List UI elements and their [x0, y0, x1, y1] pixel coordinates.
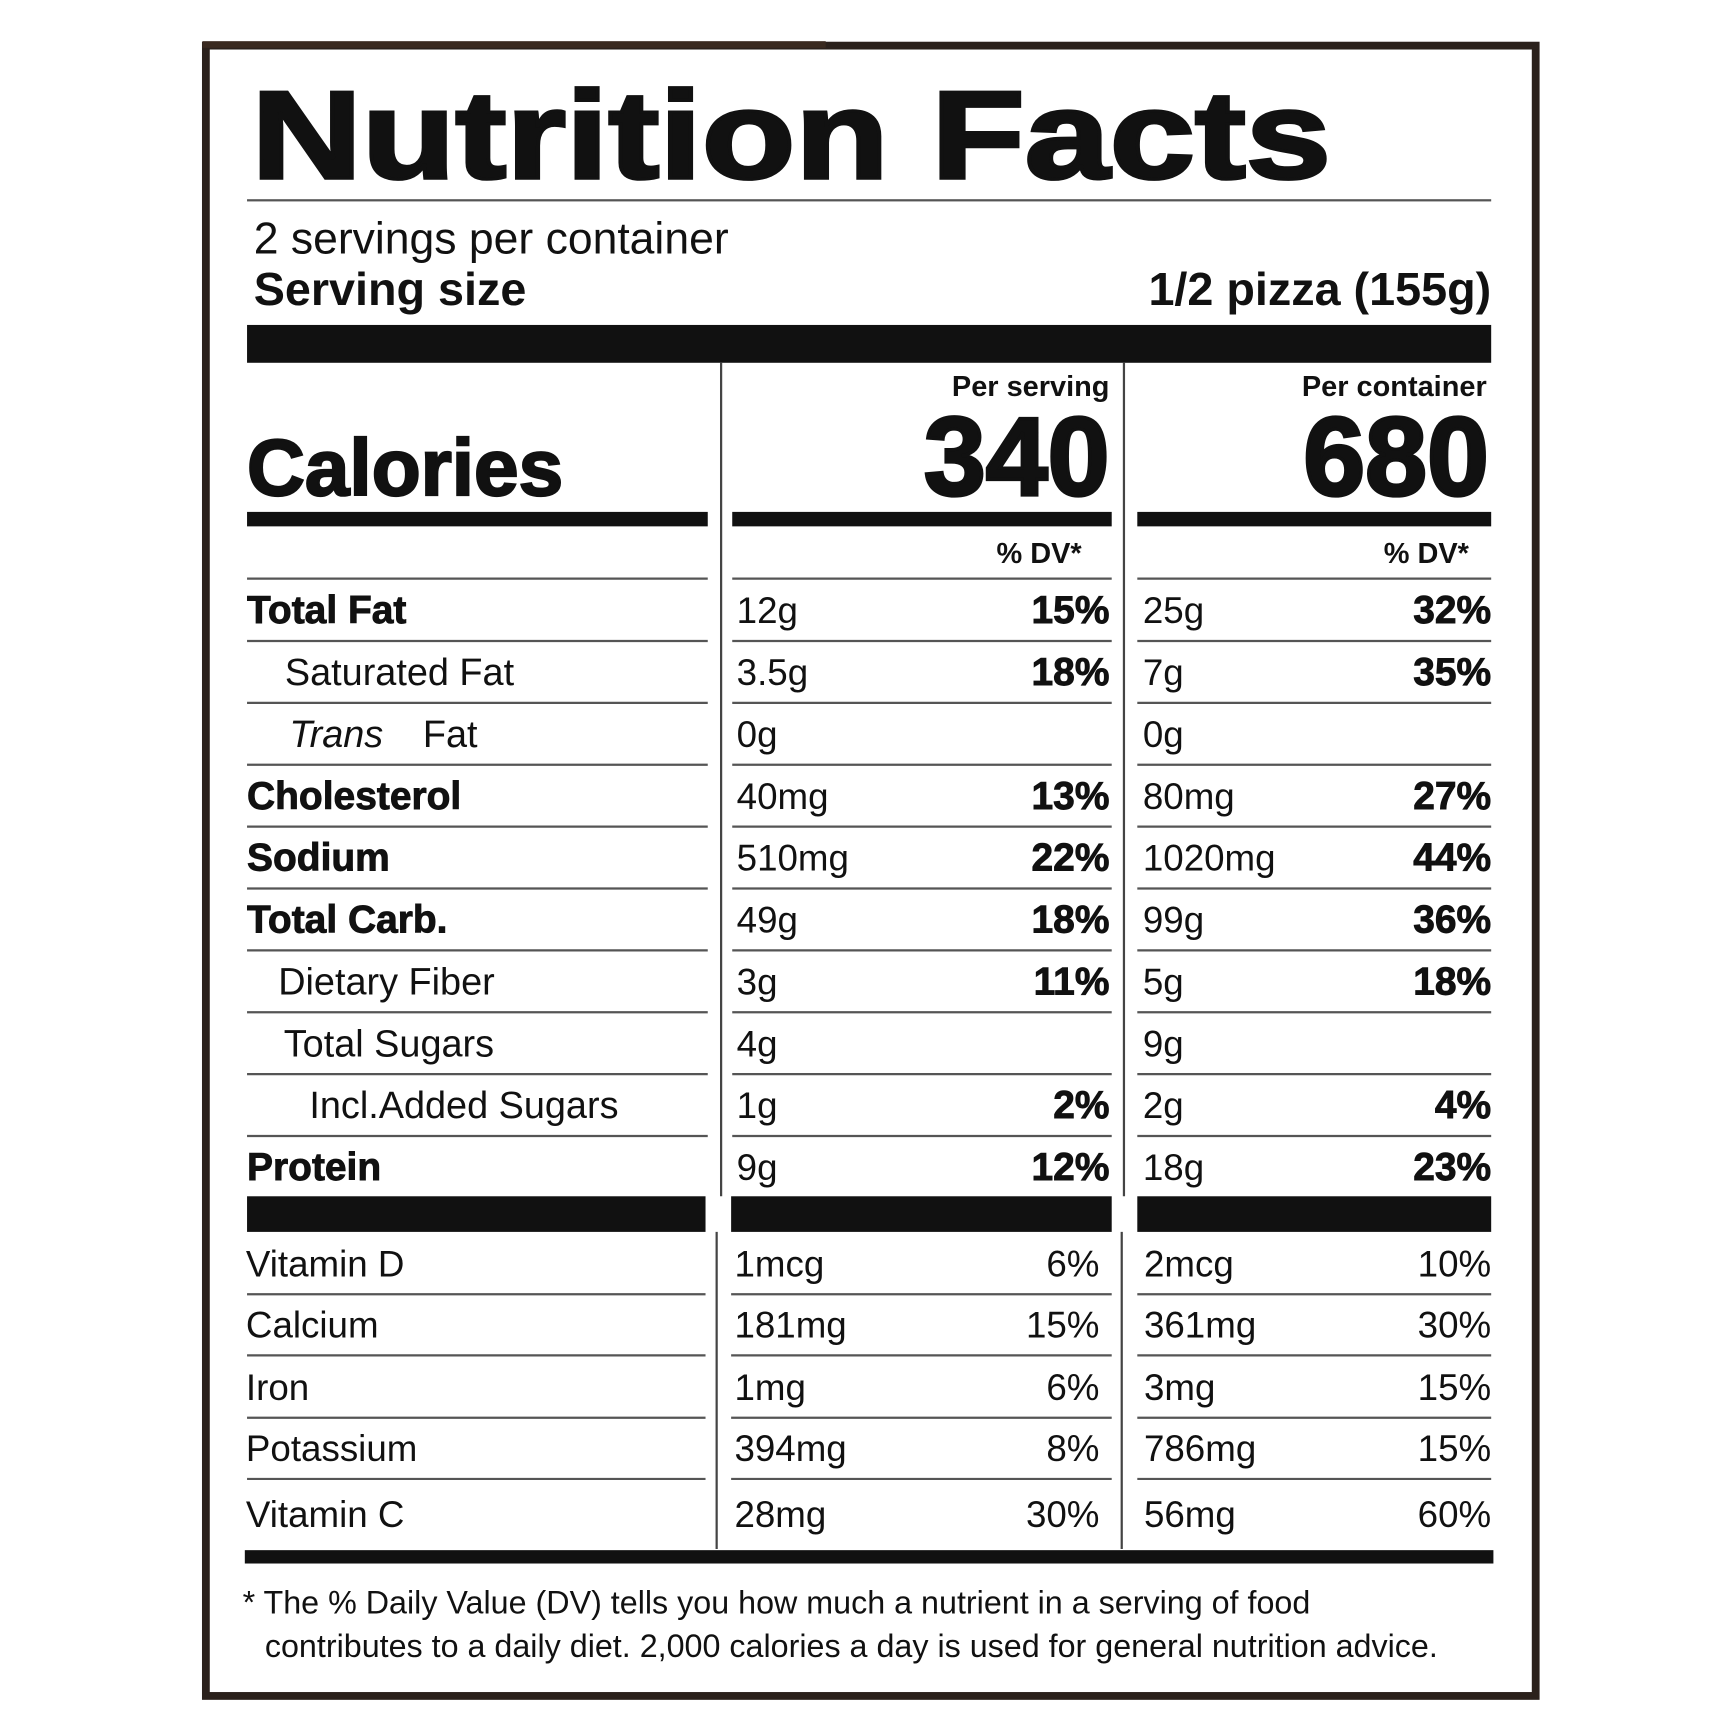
calories-value: 340: [924, 394, 1110, 519]
nutrient-name: Total Sugars: [284, 1023, 494, 1065]
nutrient-name: Cholesterol: [247, 775, 461, 818]
dv-header: % DV*: [996, 538, 1082, 570]
daily-value: 22%: [1032, 837, 1110, 880]
serving-size-label: Serving size: [254, 263, 527, 315]
amount: 1020mg: [1143, 838, 1276, 879]
daily-value: 4%: [1435, 1084, 1491, 1127]
amount: 0g: [1143, 714, 1184, 755]
daily-value: 18%: [1032, 899, 1110, 942]
daily-value: 6%: [1046, 1367, 1099, 1408]
amount: 56mg: [1144, 1494, 1236, 1535]
nutrient-name: Incl.Added Sugars: [309, 1085, 618, 1127]
nutrient-name: Dietary Fiber: [278, 961, 495, 1003]
amount: 0g: [737, 714, 778, 755]
daily-value: 15%: [1032, 589, 1110, 632]
thick-bar: [731, 1196, 1112, 1232]
bar: [247, 511, 708, 527]
nutrient-name: Total Carb.: [247, 899, 447, 942]
amount: 181mg: [734, 1305, 846, 1346]
amount: 510mg: [737, 838, 849, 879]
top-edge: [202, 41, 826, 48]
servings: 2 servings per container: [254, 215, 729, 264]
amount: 5g: [1143, 961, 1184, 1002]
amount: 1mcg: [734, 1243, 824, 1284]
amount: 361mg: [1144, 1305, 1256, 1346]
daily-value: 8%: [1046, 1428, 1099, 1469]
amount: 3mg: [1144, 1367, 1215, 1408]
amount: 99g: [1143, 900, 1204, 941]
daily-value: 32%: [1413, 589, 1491, 632]
daily-value: 10%: [1418, 1243, 1491, 1284]
calories-label: Calories: [247, 422, 563, 512]
amount: 18g: [1143, 1147, 1204, 1188]
column-header: Per serving: [952, 371, 1110, 403]
daily-value: 36%: [1413, 899, 1491, 942]
daily-value: 44%: [1413, 837, 1491, 880]
amount: 49g: [737, 900, 798, 941]
amount: 394mg: [734, 1428, 846, 1469]
vitamin-name: Calcium: [246, 1305, 379, 1346]
nutrient-name: Saturated Fat: [285, 652, 515, 694]
amount: 1mg: [734, 1367, 805, 1408]
amount: 7g: [1143, 652, 1184, 693]
amount: 40mg: [737, 776, 829, 817]
amount: 9g: [737, 1147, 778, 1188]
nutrient-name: Sodium: [247, 837, 390, 880]
daily-value: 15%: [1026, 1305, 1100, 1346]
amount: 2mcg: [1144, 1243, 1234, 1284]
bar: [1137, 511, 1492, 527]
rule: [247, 199, 1492, 202]
amount: 1g: [737, 1085, 778, 1126]
vitamin-name: Vitamin C: [246, 1494, 405, 1535]
amount: 786mg: [1144, 1428, 1256, 1469]
nutrient-name: Protein: [247, 1146, 381, 1189]
amount: 25g: [1143, 590, 1204, 631]
column-header: Per container: [1302, 371, 1487, 403]
amount: 80mg: [1143, 776, 1235, 817]
daily-value: 18%: [1032, 651, 1110, 694]
daily-value: 35%: [1413, 651, 1491, 694]
daily-value: 60%: [1418, 1494, 1491, 1535]
nutrient-name: Fat: [423, 714, 478, 756]
title: Nutrition Facts: [251, 66, 1330, 205]
daily-value: 11%: [1034, 960, 1110, 1003]
daily-value: 27%: [1413, 775, 1491, 818]
bar: [732, 511, 1112, 527]
daily-value: 6%: [1046, 1243, 1099, 1284]
calories-value: 680: [1303, 394, 1489, 519]
amount: 28mg: [734, 1494, 826, 1535]
daily-value: 13%: [1032, 775, 1110, 818]
bar: [244, 1550, 1494, 1564]
daily-value: 18%: [1413, 960, 1491, 1003]
daily-value: 15%: [1418, 1367, 1491, 1408]
serving-size-value: 1/2 pizza (155g): [1148, 263, 1491, 315]
daily-value: 30%: [1026, 1494, 1100, 1535]
vitamin-name: Vitamin D: [246, 1243, 405, 1284]
vitamin-name: Potassium: [246, 1428, 417, 1469]
footnote: * The % Daily Value (DV) tells you how m…: [243, 1585, 1311, 1621]
daily-value: 30%: [1418, 1305, 1491, 1346]
nutrient-name: Total Fat: [247, 589, 406, 632]
thick-bar: [247, 324, 1492, 363]
amount: 12g: [737, 590, 798, 631]
daily-value: 23%: [1413, 1146, 1491, 1189]
amount: 2g: [1143, 1085, 1184, 1126]
amount: 3g: [737, 961, 778, 1002]
footnote: contributes to a daily diet. 2,000 calor…: [265, 1628, 1438, 1664]
vitamin-name: Iron: [246, 1367, 309, 1408]
dv-header: % DV*: [1384, 538, 1470, 570]
nutrient-name: Trans: [289, 714, 383, 756]
amount: 9g: [1143, 1023, 1184, 1064]
amount: 3.5g: [737, 652, 808, 693]
daily-value: 15%: [1418, 1428, 1491, 1469]
thick-bar: [247, 1196, 706, 1232]
daily-value: 2%: [1053, 1084, 1109, 1127]
daily-value: 12%: [1032, 1146, 1110, 1189]
thick-bar: [1137, 1196, 1492, 1232]
label-border: [201, 41, 1540, 1700]
amount: 4g: [737, 1023, 778, 1064]
